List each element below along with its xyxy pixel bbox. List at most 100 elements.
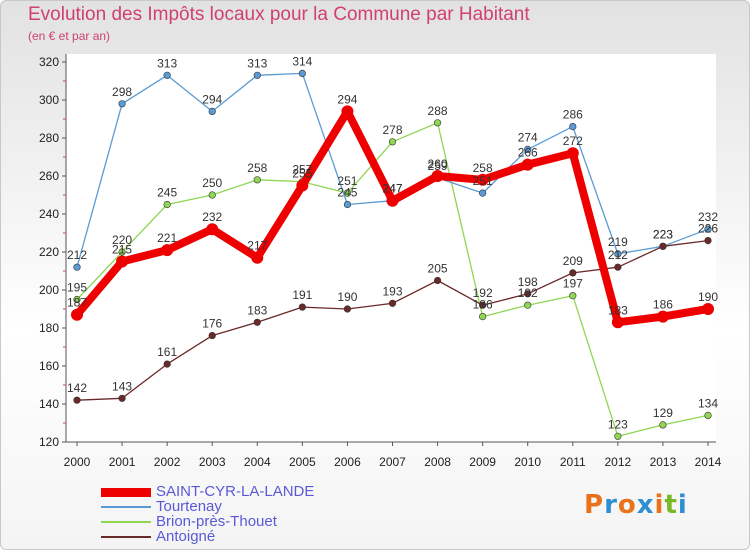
logo-letter: t [664, 490, 678, 520]
data-label: 288 [428, 104, 448, 118]
x-tick-label: 2007 [379, 455, 406, 469]
series-point-3 [659, 242, 667, 250]
x-tick-label: 2010 [514, 455, 541, 469]
data-label: 142 [67, 381, 87, 395]
data-label: 232 [202, 210, 222, 224]
logo-letter: x [636, 490, 655, 520]
data-label: 298 [112, 85, 132, 99]
x-tick-label: 2004 [244, 455, 271, 469]
data-label: 192 [518, 286, 538, 300]
y-tick-label: 240 [39, 207, 59, 221]
series-point-3 [433, 276, 442, 285]
series-point-1 [253, 71, 261, 79]
data-label: 258 [247, 161, 267, 175]
legend-swatch [101, 506, 151, 508]
series-point-0 [656, 310, 669, 323]
data-label: 212 [608, 248, 628, 262]
data-label: 183 [247, 303, 267, 317]
data-label: 245 [157, 186, 177, 200]
chart-subtitle: (en € et par an) [28, 29, 111, 43]
data-label: 266 [518, 146, 538, 160]
legend-label: Brion-près-Thouet [156, 513, 277, 530]
series-point-2 [614, 432, 622, 440]
series-point-2 [704, 411, 712, 420]
y-tick-label: 260 [39, 169, 59, 183]
data-label: 223 [653, 227, 673, 241]
series-point-0 [702, 303, 714, 315]
data-label: 274 [518, 130, 538, 144]
y-tick-label: 220 [39, 245, 59, 259]
series-point-2 [659, 421, 667, 429]
series-point-0 [116, 255, 129, 268]
logo-letter: o [617, 490, 637, 520]
series-point-3 [614, 263, 622, 271]
series-point-2 [388, 138, 397, 146]
legend-label: SAINT-CYR-LA-LANDE [156, 483, 315, 500]
legend-label: Antoigné [156, 528, 216, 545]
series-point-2 [569, 292, 577, 300]
x-tick-label: 2009 [469, 455, 496, 469]
series-point-0 [161, 244, 174, 257]
series-point-0 [566, 147, 579, 160]
data-label: 258 [473, 161, 493, 175]
y-tick-label: 320 [39, 55, 59, 69]
series-point-2 [163, 200, 171, 209]
data-label: 129 [653, 406, 673, 420]
data-label: 205 [428, 262, 448, 276]
series-point-1 [298, 69, 306, 77]
data-label: 187 [67, 296, 87, 310]
series-point-2 [479, 313, 487, 321]
data-label: 313 [247, 56, 267, 70]
series-point-3 [163, 360, 171, 368]
series-point-0 [611, 316, 624, 329]
x-tick-label: 2012 [605, 455, 632, 469]
series-point-0 [341, 105, 354, 118]
data-label: 245 [337, 186, 357, 200]
series-point-3 [569, 269, 577, 277]
series-point-3 [479, 301, 487, 309]
logo-letter: r [604, 490, 618, 520]
y-tick-label: 300 [39, 93, 59, 107]
data-label: 123 [608, 417, 628, 431]
x-tick-label: 2001 [109, 455, 136, 469]
x-tick-label: 2013 [650, 455, 677, 469]
data-label: 186 [473, 298, 493, 312]
data-label: 272 [563, 134, 583, 148]
proxiti-logo: Proxiti [584, 490, 688, 520]
chart-title: Evolution des Impôts locaux pour la Comm… [28, 4, 530, 25]
series-point-3 [524, 290, 532, 298]
data-label: 314 [292, 54, 312, 68]
series-point-0 [431, 170, 444, 182]
series-point-3 [73, 396, 81, 404]
data-label: 247 [382, 182, 402, 196]
data-label: 161 [157, 345, 177, 359]
data-label: 209 [563, 254, 583, 268]
series-point-2 [118, 248, 126, 256]
series-point-3 [704, 237, 712, 245]
series-point-1 [163, 71, 171, 79]
data-label: 294 [202, 92, 222, 106]
series-point-3 [118, 394, 126, 402]
x-tick-label: 2002 [154, 455, 181, 469]
data-label: 190 [337, 290, 357, 304]
data-label: 294 [337, 92, 357, 106]
x-tick-label: 2000 [64, 455, 91, 469]
y-tick-label: 200 [39, 283, 59, 297]
series-point-1 [614, 250, 622, 258]
data-label: 223 [653, 227, 673, 241]
data-label: 192 [473, 286, 493, 300]
logo-letter: i [654, 490, 665, 520]
legend-swatch [101, 536, 151, 538]
data-label: 176 [202, 317, 222, 331]
series-point-3 [388, 299, 397, 307]
data-label: 260 [428, 157, 448, 171]
series-point-2 [73, 295, 81, 304]
data-label: 251 [337, 174, 357, 188]
x-tick-label: 2003 [199, 455, 226, 469]
series-point-1 [524, 145, 532, 153]
x-tick-label: 2011 [560, 455, 586, 469]
legend-swatch [101, 521, 151, 523]
x-tick-label: 2005 [289, 455, 316, 469]
